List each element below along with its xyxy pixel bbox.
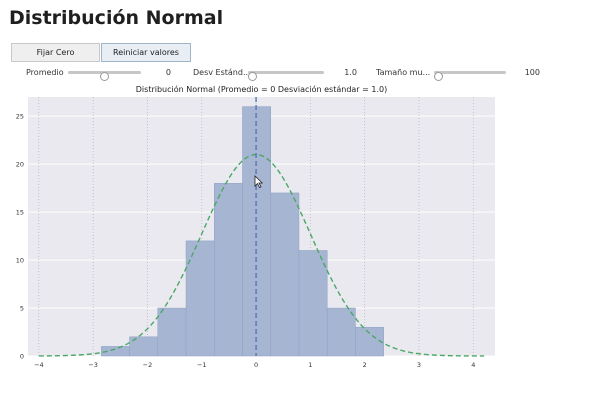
x-tick-label: −1 <box>197 361 207 369</box>
mean-slider-thumb[interactable] <box>100 72 109 81</box>
x-tick-label: −3 <box>88 361 98 369</box>
chart-title: Distribución Normal (Promedio = 0 Desvia… <box>136 84 387 94</box>
mean-slider-label: Promedio <box>26 68 64 77</box>
x-tick-label: 3 <box>417 361 421 369</box>
std-value: 1.0 <box>344 68 357 77</box>
y-tick-label: 20 <box>16 161 24 169</box>
histogram-bar <box>270 192 300 357</box>
sample-size-slider-label: Tamaño mu... <box>376 68 431 77</box>
fix-zero-button[interactable]: Fijar Cero <box>11 43 100 62</box>
sample-size-value: 100 <box>524 68 540 77</box>
sample-size-slider[interactable] <box>434 71 506 81</box>
mouse-cursor-icon <box>254 175 263 188</box>
histogram-bar <box>298 250 328 357</box>
std-slider[interactable] <box>248 71 324 81</box>
mean-slider[interactable] <box>68 71 141 81</box>
x-tick-label: 2 <box>363 361 367 369</box>
reset-values-button[interactable]: Reiniciar valores <box>101 43 191 62</box>
histogram-bar <box>355 326 384 357</box>
normal-curve-line <box>38 153 485 357</box>
y-tick-label: 5 <box>20 305 24 313</box>
histogram-chart: Distribución Normal (Promedio = 0 Desvia… <box>16 84 495 369</box>
histogram-bar <box>214 183 243 357</box>
mean-value: 0 <box>165 68 171 77</box>
x-tick-label: 4 <box>471 361 475 369</box>
y-tick-label: 0 <box>20 353 24 361</box>
histogram-bar <box>326 307 356 357</box>
x-tick-label: −2 <box>143 361 153 369</box>
y-tick-label: 15 <box>16 209 24 217</box>
controls-row: Promedio 0 Desv Estánd... 1.0 Tamaño mu.… <box>0 66 600 81</box>
histogram-bar <box>157 307 187 357</box>
x-tick-label: 0 <box>254 361 258 369</box>
x-tick-label: 1 <box>308 361 312 369</box>
y-tick-label: 10 <box>16 257 24 265</box>
histogram-bar <box>185 240 215 357</box>
sample-size-slider-thumb[interactable] <box>434 72 443 81</box>
x-tick-label: −4 <box>34 361 44 369</box>
std-slider-thumb[interactable] <box>248 72 257 81</box>
y-tick-label: 25 <box>16 113 24 121</box>
page-title: Distribución Normal <box>9 7 224 29</box>
std-slider-label: Desv Estánd... <box>193 68 251 77</box>
histogram-bar <box>242 106 271 357</box>
